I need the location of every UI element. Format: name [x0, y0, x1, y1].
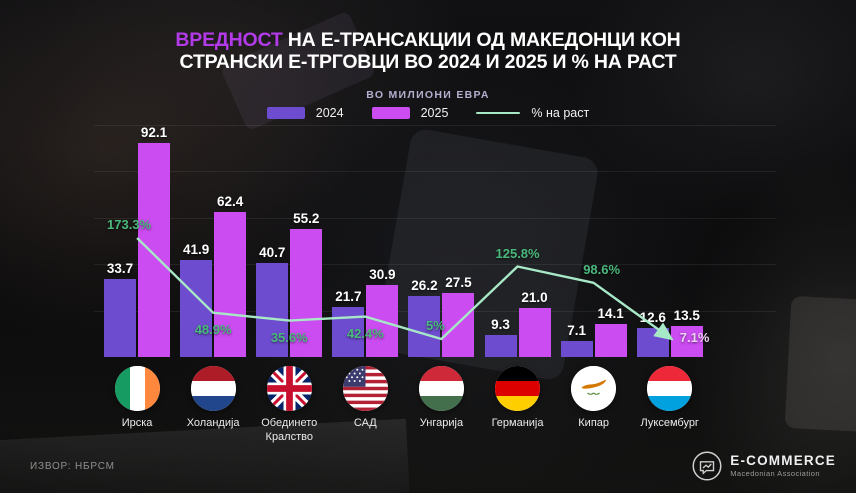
- title-accent: ВРЕДНОСТ: [175, 29, 283, 51]
- brand-name: E-COMMERCE: [730, 453, 836, 469]
- country-label: Кипар: [578, 417, 610, 429]
- bar-value-label-2025: 92.1: [140, 125, 168, 141]
- bar-value-label-2025: 62.4: [217, 194, 244, 210]
- growth-percent-label: 98.6%: [583, 261, 621, 277]
- growth-percent-label: 48.9%: [194, 321, 232, 337]
- source-note: ИЗВОР: НБРСМ: [30, 461, 115, 472]
- legend-item-2025: 2025: [371, 106, 449, 120]
- title-line-1: ВРЕДНОСТ НА Е-ТРАНСАКЦИИ ОД МАКЕДОНЦИ КО…: [0, 29, 856, 51]
- brand-logo: E-COMMERCE Macedonian Association: [692, 451, 836, 481]
- country-label: САД: [353, 417, 377, 429]
- bar-2025: [594, 324, 627, 357]
- legend-line-sample: [476, 111, 521, 115]
- bar-2024: [560, 340, 593, 357]
- growth-percent-label: 7.1%: [679, 329, 710, 345]
- chart-subtitle: ВО МИЛИОНИ ЕВРА: [366, 89, 490, 101]
- bar-2024: [180, 259, 213, 357]
- gridline-80: [94, 171, 776, 173]
- brand-text: E-COMMERCE Macedonian Association: [730, 453, 836, 478]
- ecommerce-association-logo-icon: [692, 451, 722, 481]
- flag-ireland-icon: [114, 366, 160, 411]
- bar-value-label-2025: 13.5: [673, 307, 700, 323]
- bar-value-label-2025: 21.0: [521, 290, 548, 306]
- growth-percent-label: 5%: [426, 318, 445, 333]
- country-label: Ирска: [121, 417, 153, 429]
- legend-label-2024: 2024: [315, 106, 344, 120]
- legend-swatch-2024: [266, 107, 305, 119]
- gridline-60: [94, 217, 776, 219]
- legend-swatch-2025: [371, 107, 410, 119]
- flag-united-kingdom-icon: [266, 366, 312, 411]
- gridline-100: [94, 125, 776, 126]
- legend-item-2024: 2024: [266, 106, 344, 120]
- growth-percent-label: 35.6%: [270, 329, 308, 345]
- legend-item-growth: % на раст: [476, 106, 589, 120]
- growth-percent-label: 42.4%: [346, 325, 384, 341]
- bar-2024: [636, 327, 669, 357]
- chart-legend: 2024 2025 % на раст: [0, 106, 856, 120]
- bar-2024: [484, 335, 517, 357]
- bar-value-label-2025: 55.2: [293, 210, 320, 226]
- flag-netherlands-icon: [190, 366, 236, 411]
- title-line-2: СТРАНСКИ Е-ТРГОВЦИ ВО 2024 И 2025 И % НА…: [179, 51, 677, 74]
- flag-hungary-icon: [418, 366, 464, 411]
- growth-percent-label: 173.3%: [107, 217, 152, 233]
- country-label: Обединето Кралство: [261, 417, 318, 443]
- bar-2025: [670, 325, 703, 357]
- bar-2025: [366, 285, 399, 357]
- country-label: Германија: [491, 417, 544, 429]
- legend-label-growth: % на раст: [531, 106, 590, 120]
- brand-subtitle: Macedonian Association: [730, 468, 820, 478]
- bar-value-label-2025: 27.5: [445, 275, 472, 291]
- bar-value-label-2024: 33.7: [106, 260, 134, 276]
- bar-2024: [104, 278, 137, 357]
- country-label: Луксембург: [640, 417, 699, 429]
- flag-usa-icon: [342, 366, 388, 411]
- flag-luxembourg-icon: [647, 366, 693, 411]
- legend-label-2025: 2025: [420, 106, 449, 120]
- country-label: Унгарија: [419, 417, 464, 429]
- flag-germany-icon: [495, 366, 541, 411]
- page-title: ВРЕДНОСТ НА Е-ТРАНСАКЦИИ ОД МАКЕДОНЦИ КО…: [0, 29, 856, 73]
- title-line-1-rest: НА Е-ТРАНСАКЦИИ ОД МАКЕДОНЦИ КОН: [287, 29, 681, 51]
- flag-cyprus-icon: [571, 366, 617, 411]
- growth-percent-label: 125.8%: [495, 245, 540, 261]
- country-label: Холандија: [186, 417, 240, 429]
